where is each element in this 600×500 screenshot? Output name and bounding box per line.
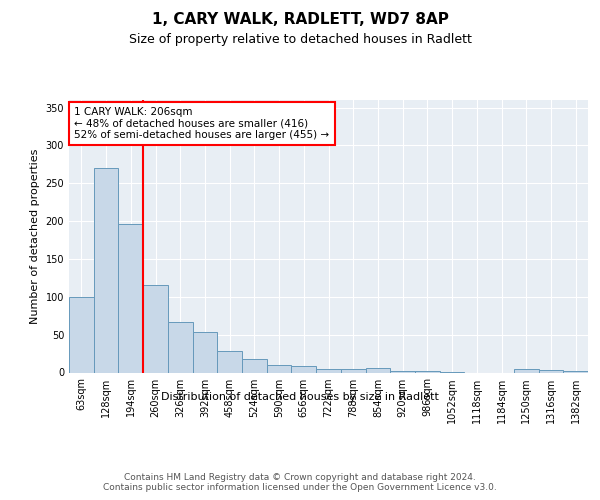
Bar	[69, 297, 94, 372]
Text: Distribution of detached houses by size in Radlett: Distribution of detached houses by size …	[161, 392, 439, 402]
Bar	[341, 368, 365, 372]
Bar	[193, 332, 217, 372]
Bar	[267, 365, 292, 372]
Bar	[316, 368, 341, 372]
Bar	[390, 371, 415, 372]
Bar	[217, 350, 242, 372]
Text: Contains HM Land Registry data © Crown copyright and database right 2024.
Contai: Contains HM Land Registry data © Crown c…	[103, 473, 497, 492]
Text: 1, CARY WALK, RADLETT, WD7 8AP: 1, CARY WALK, RADLETT, WD7 8AP	[152, 12, 448, 28]
Bar	[118, 224, 143, 372]
Bar	[94, 168, 118, 372]
Bar	[514, 370, 539, 372]
Bar	[563, 371, 588, 372]
Bar	[415, 371, 440, 372]
Bar	[242, 359, 267, 372]
Text: 1 CARY WALK: 206sqm
← 48% of detached houses are smaller (416)
52% of semi-detac: 1 CARY WALK: 206sqm ← 48% of detached ho…	[74, 107, 329, 140]
Bar	[365, 368, 390, 372]
Bar	[539, 370, 563, 372]
Bar	[292, 366, 316, 372]
Bar	[168, 322, 193, 372]
Text: Size of property relative to detached houses in Radlett: Size of property relative to detached ho…	[128, 32, 472, 46]
Y-axis label: Number of detached properties: Number of detached properties	[30, 148, 40, 324]
Bar	[143, 286, 168, 372]
